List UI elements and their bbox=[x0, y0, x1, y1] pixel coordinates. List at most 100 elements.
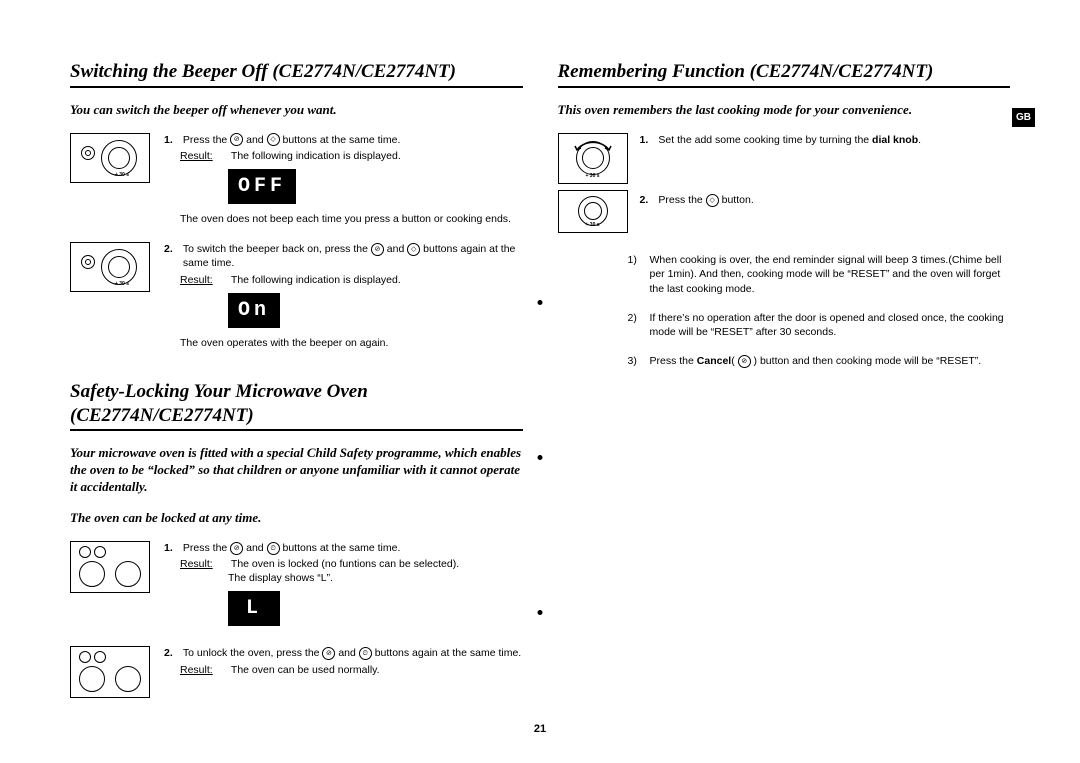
step-row: 1. Press the ⊘ and ⏲ buttons at the same… bbox=[70, 541, 523, 631]
note-item: 3) Press the Cancel( ⊘ ) button and then… bbox=[628, 354, 1011, 369]
result-text2: The display shows “L”. bbox=[228, 571, 523, 585]
section-intro: This oven remembers the last cooking mod… bbox=[558, 102, 1011, 119]
step-text: To unlock the oven, press the ⊘ and ⏲ bu… bbox=[183, 646, 522, 660]
button-icon bbox=[81, 255, 95, 269]
text: Press the bbox=[658, 194, 705, 206]
oven-display: L bbox=[228, 591, 280, 626]
dial-label: + 30 s bbox=[115, 172, 129, 178]
section-title-beeper: Switching the Beeper Off (CE2774N/CE2774… bbox=[70, 60, 523, 88]
dial-inner-icon bbox=[582, 147, 604, 169]
start-icon: ◇ bbox=[706, 194, 719, 207]
text: Press the bbox=[650, 355, 697, 367]
button-icon bbox=[79, 651, 91, 663]
text: and bbox=[335, 647, 358, 659]
safety-lock-section: Safety-Locking Your Microwave Oven (CE27… bbox=[70, 380, 523, 699]
text: To unlock the oven, press the bbox=[183, 647, 323, 659]
manual-page: GB Switching the Beeper Off (CE2774N/CE2… bbox=[0, 0, 1080, 763]
text: Press the bbox=[183, 134, 230, 146]
oven-display: OFF bbox=[228, 169, 296, 204]
step-row: + 30 s 2. To switch the beeper back on, … bbox=[70, 242, 523, 350]
step2: 2. Press the ◇ button. bbox=[640, 193, 1011, 207]
note-number: 1) bbox=[628, 253, 650, 297]
dial-label: + 30 s bbox=[115, 281, 129, 287]
dial-icon bbox=[101, 140, 137, 176]
section-intro: You can switch the beeper off whenever y… bbox=[70, 102, 523, 119]
dial-icon bbox=[79, 561, 105, 587]
note-number: 3) bbox=[628, 354, 650, 369]
two-column-layout: Switching the Beeper Off (CE2774N/CE2774… bbox=[70, 60, 1010, 714]
result-text: The oven can be used normally. bbox=[231, 663, 520, 677]
button-icon bbox=[94, 546, 106, 558]
step-number: 2. bbox=[164, 646, 180, 660]
bold-text: dial knob bbox=[872, 134, 918, 146]
text: To switch the beeper back on, press the bbox=[183, 243, 371, 255]
text: and bbox=[243, 134, 266, 146]
dial-label: + 30 s bbox=[585, 173, 599, 179]
stop-icon: ⊘ bbox=[230, 133, 243, 146]
dial-illustrations: + 30 s + 30 s bbox=[558, 133, 626, 233]
start-icon: ◇ bbox=[267, 133, 280, 146]
text: buttons again at the same time. bbox=[372, 647, 521, 659]
section-intro: Your microwave oven is fitted with a spe… bbox=[70, 445, 523, 496]
dot-icon bbox=[538, 300, 543, 305]
dot-icon bbox=[538, 455, 543, 460]
after-text: The oven operates with the beeper on aga… bbox=[180, 336, 523, 350]
control-panel-illustration bbox=[70, 646, 150, 698]
dial-label: + 30 s bbox=[585, 222, 599, 228]
dial-icon bbox=[115, 666, 141, 692]
result-line: Result: The following indication is disp… bbox=[164, 273, 523, 287]
text: and bbox=[243, 542, 266, 554]
dial-press-illustration: + 30 s bbox=[558, 190, 628, 232]
note-text: Press the Cancel( ⊘ ) button and then co… bbox=[650, 354, 1011, 369]
step-body: 2. To switch the beeper back on, press t… bbox=[164, 242, 523, 350]
result-line: Result: The oven can be used normally. bbox=[164, 663, 523, 677]
page-number: 21 bbox=[534, 723, 546, 735]
note-item: 1) When cooking is over, the end reminde… bbox=[628, 253, 1011, 297]
button-icon bbox=[81, 146, 95, 160]
note-text: When cooking is over, the end reminder s… bbox=[650, 253, 1011, 297]
text: and bbox=[384, 243, 407, 255]
step-text: Press the ⊘ and ◇ buttons at the same ti… bbox=[183, 133, 522, 147]
dial-icon bbox=[101, 249, 137, 285]
control-panel-illustration bbox=[70, 541, 150, 593]
button-icon bbox=[79, 546, 91, 558]
text: Set the add some cooking time by turning… bbox=[658, 134, 872, 146]
text: ) button and then cooking mode will be “… bbox=[751, 355, 982, 367]
after-text: The oven does not beep each time you pre… bbox=[180, 212, 523, 226]
column-divider-dots bbox=[538, 300, 543, 615]
result-text: The oven is locked (no funtions can be s… bbox=[231, 557, 520, 571]
result-label: Result: bbox=[180, 273, 228, 287]
step-body: 1. Press the ⊘ and ⏲ buttons at the same… bbox=[164, 541, 523, 631]
result-line: Result: The oven is locked (no funtions … bbox=[164, 557, 523, 571]
step-text: Press the ◇ button. bbox=[658, 193, 1009, 207]
note-number: 2) bbox=[628, 311, 650, 340]
stop-icon: ⊘ bbox=[371, 243, 384, 256]
stop-icon: ⊘ bbox=[738, 355, 751, 368]
left-column: Switching the Beeper Off (CE2774N/CE2774… bbox=[70, 60, 523, 714]
result-text: The following indication is displayed. bbox=[231, 273, 520, 287]
text: Press the bbox=[183, 542, 230, 554]
step-text: Set the add some cooking time by turning… bbox=[658, 133, 1009, 147]
button-icon bbox=[94, 651, 106, 663]
dial-turn-illustration: + 30 s bbox=[558, 133, 628, 185]
result-label: Result: bbox=[180, 663, 228, 677]
stop-icon: ⊘ bbox=[230, 542, 243, 555]
text: ( bbox=[731, 355, 737, 367]
text: buttons at the same time. bbox=[280, 134, 401, 146]
control-panel-illustration: + 30 s bbox=[70, 133, 150, 183]
section-title-remembering: Remembering Function (CE2774N/CE2774NT) bbox=[558, 60, 1011, 88]
bold-text: Cancel bbox=[697, 355, 731, 367]
step-number: 1. bbox=[640, 133, 656, 147]
step-body: 1. Press the ⊘ and ◇ buttons at the same… bbox=[164, 133, 523, 227]
step-number: 2. bbox=[164, 242, 180, 256]
oven-display: On bbox=[228, 293, 280, 328]
clock-icon: ⏲ bbox=[359, 647, 372, 660]
dot-icon bbox=[538, 610, 543, 615]
dial-knob-icon bbox=[576, 141, 610, 175]
note-text: If there’s no operation after the door i… bbox=[650, 311, 1011, 340]
text: . bbox=[918, 134, 921, 146]
result-label: Result: bbox=[180, 149, 228, 163]
dial-icon bbox=[79, 666, 105, 692]
step-text: To switch the beeper back on, press the … bbox=[183, 242, 522, 270]
right-column: Remembering Function (CE2774N/CE2774NT) … bbox=[558, 60, 1011, 714]
